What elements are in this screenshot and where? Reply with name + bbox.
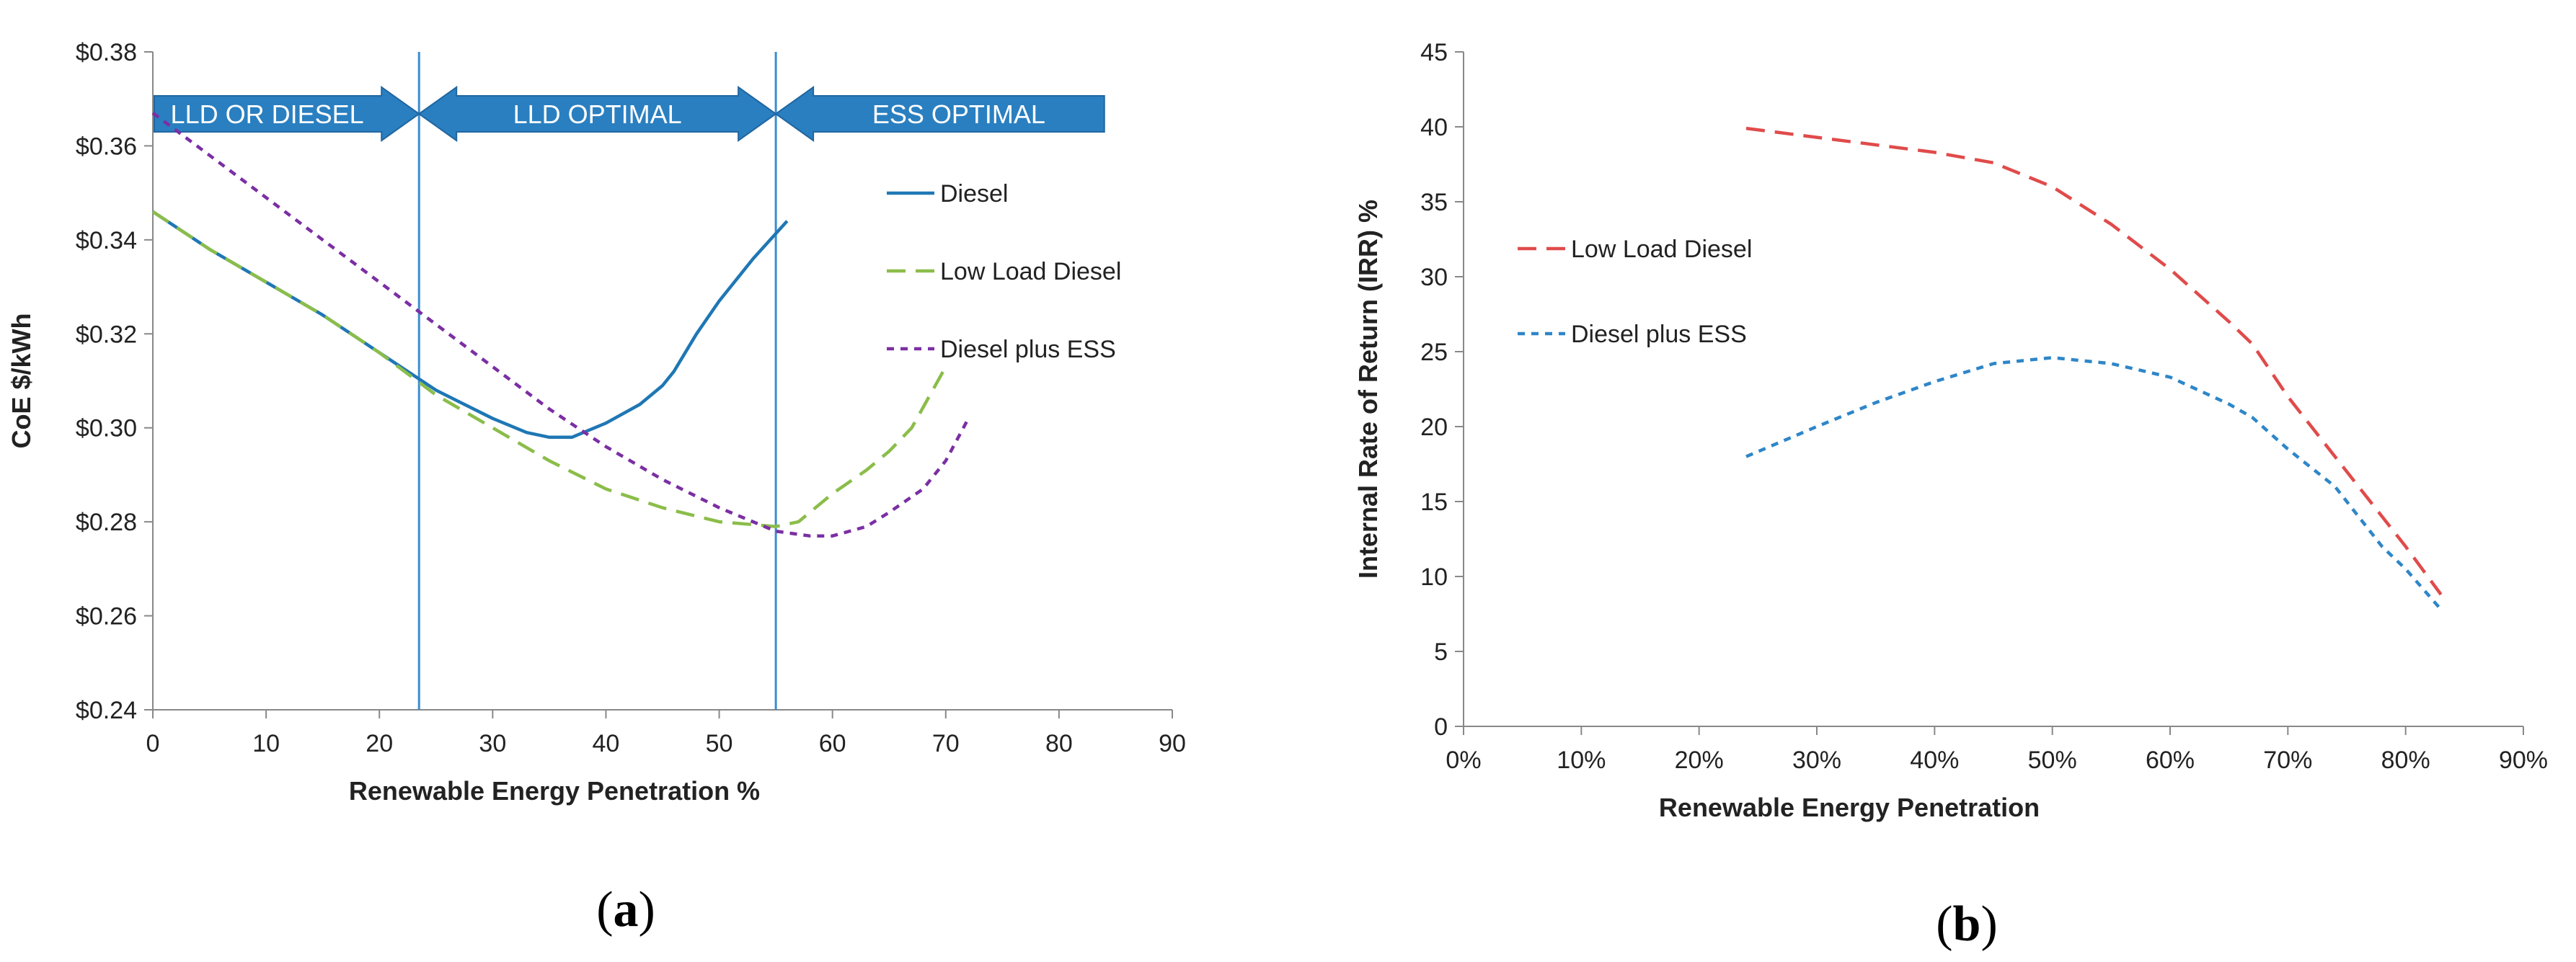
chart-b-x-tick-label: 60%: [2146, 747, 2195, 774]
chart-a-x-tick-label: 90: [1159, 730, 1186, 757]
chart-b-x-tick-label: 0%: [1446, 747, 1481, 774]
chart-b-x-tick-label: 40%: [1910, 747, 1959, 774]
chart-b-x-tick-label: 70%: [2263, 747, 2312, 774]
chart-b-y-tick-label: 15: [1420, 489, 1448, 516]
chart-b-y-axis-title: Internal Rate of Return (IRR) %: [1353, 200, 1383, 579]
chart-b-legend-label: Diesel plus ESS: [1571, 321, 1747, 348]
chart-a-y-tick-label: $0.30: [76, 415, 137, 442]
chart-a-x-tick-label: 60: [819, 730, 846, 757]
chart-a-x-axis-title: Renewable Energy Penetration %: [349, 776, 760, 806]
chart-b-x-tick-label: 10%: [1557, 747, 1606, 774]
chart-a-series-line-2: [151, 111, 970, 538]
chart-b-x-tick-label: 30%: [1792, 747, 1841, 774]
chart-b-y-tick-label: 20: [1420, 414, 1448, 441]
chart-b-y-tick-label: 5: [1434, 638, 1448, 666]
chart-a-x-tick-label: 50: [706, 730, 733, 757]
chart-b-x-tick-label: 50%: [2028, 747, 2077, 774]
chart-a-x-tick-label: 70: [932, 730, 960, 757]
chart-b-x-tick-label: 90%: [2499, 747, 2548, 774]
chart-b-y-tick-label: 10: [1420, 564, 1448, 591]
chart-b-y-tick-label: 30: [1420, 264, 1448, 291]
chart-b-series-line-0: [1745, 126, 2443, 596]
chart-b-y-tick-label: 35: [1420, 189, 1448, 216]
chart-b-y-tick-label: 0: [1434, 713, 1448, 741]
chart-a-x-tick-label: 40: [593, 730, 620, 757]
chart-a-y-tick-label: $0.36: [76, 133, 137, 160]
chart-a-banner-label: LLD OR DIESEL: [171, 99, 364, 129]
chart-b-irr: 0% 10% 20% 30% 40% 50% 60% 70% 80% 90% 0 5 10 15 20 25 3…: [1353, 39, 2548, 822]
chart-b-y-tick-label: 40: [1420, 114, 1448, 141]
chart-b-x-axis-title: Renewable Energy Penetration: [1659, 793, 2040, 822]
chart-a-x-tick-label: 10: [252, 730, 280, 757]
chart-a-banner-arrow: [774, 86, 1105, 142]
chart-a-x-tick-label: 20: [366, 730, 393, 757]
chart-a-y-tick-label: $0.34: [76, 227, 137, 254]
chart-a-legend-label: Low Load Diesel: [940, 258, 1121, 285]
chart-a-series-line-0: [151, 210, 789, 440]
chart-a-coe: 0 10 20 30 40 50 60 70 80 90 $0.24 $0.26 $0.28 $0.30 $…: [6, 39, 1186, 806]
chart-b-legend-label: Low Load Diesel: [1571, 236, 1752, 263]
chart-a-series-line-1: [151, 210, 947, 528]
chart-b-y-tick-label: 25: [1420, 339, 1448, 366]
chart-b-x-tick-label: 20%: [1675, 747, 1724, 774]
chart-b-y-tick-label: 45: [1420, 39, 1448, 66]
chart-a-y-tick-label: $0.28: [76, 509, 137, 536]
chart-a-y-tick-label: $0.38: [76, 39, 137, 66]
chart-a-y-tick-label: $0.32: [76, 321, 137, 348]
chart-a-y-tick-label: $0.24: [76, 697, 137, 724]
chart-b-x-tick-label: 80%: [2381, 747, 2430, 774]
chart-a-y-axis-title: CoE $/kWh: [6, 313, 36, 448]
chart-a-legend-label: Diesel plus ESS: [940, 336, 1116, 363]
chart-a-banner-label: ESS OPTIMAL: [872, 99, 1045, 129]
chart-a-banner-arrow: [154, 86, 420, 142]
chart-a-x-tick-label: 80: [1045, 730, 1073, 757]
chart-a-x-tick-label: 30: [479, 730, 506, 757]
chart-b-series-line-1: [1745, 356, 2443, 611]
chart-a-y-tick-label: $0.26: [76, 603, 137, 631]
panel-label-b: (b): [1936, 896, 1998, 952]
chart-a-banner-label: LLD OPTIMAL: [513, 99, 682, 129]
chart-a-x-tick-label: 0: [146, 730, 160, 757]
panel-label-a: (a): [596, 882, 655, 937]
chart-a-legend-label: Diesel: [940, 180, 1008, 208]
